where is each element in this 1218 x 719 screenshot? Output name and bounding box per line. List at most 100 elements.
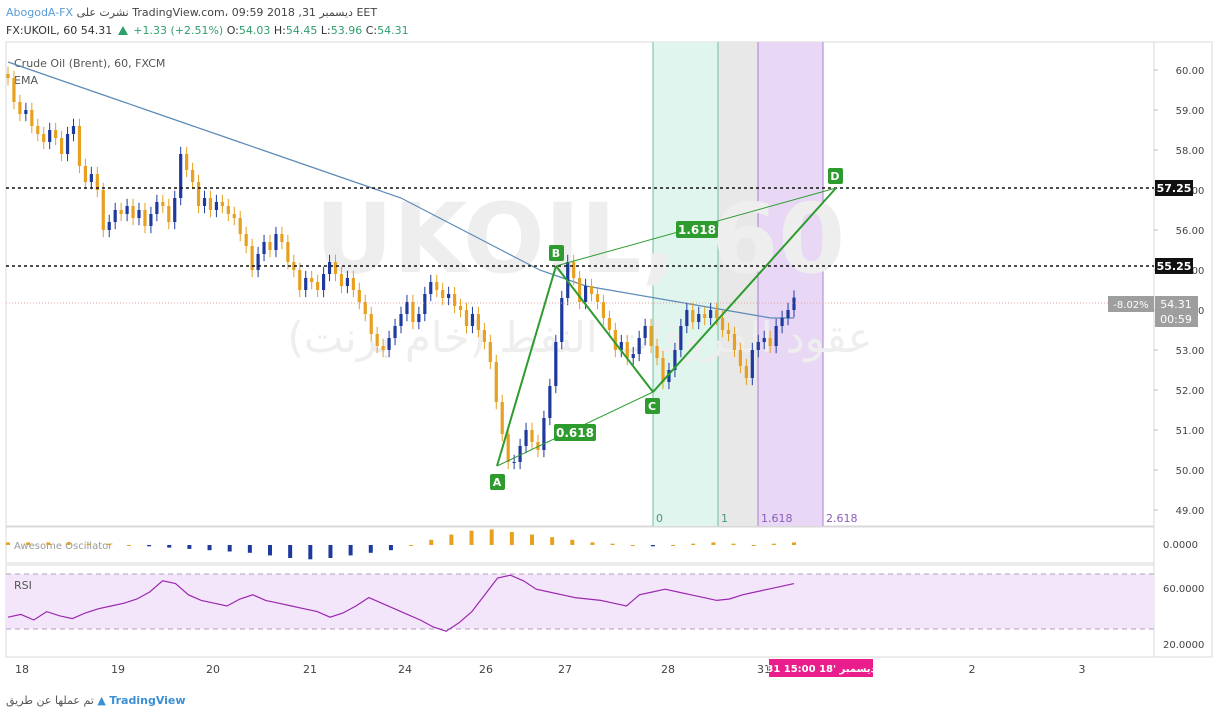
candle-body [298, 270, 302, 290]
watermark-description: عقود الفروقات النفط (خام برنت) [287, 313, 872, 362]
candle-body [345, 278, 350, 286]
ao-bar [328, 545, 333, 558]
candle-body [536, 442, 540, 450]
candle-body [631, 354, 635, 358]
candle-body [54, 130, 58, 138]
ema-layer [7, 61, 794, 319]
level-tag-5725 [1155, 180, 1193, 196]
ratio-badge-1618 [676, 221, 718, 238]
candle-body [512, 462, 516, 463]
publish-header: AbogodA-FX نشرت على TradingView.com، ديس… [6, 6, 377, 19]
candle-body [667, 370, 671, 382]
ao-bar [469, 530, 474, 545]
candle-body [137, 210, 141, 218]
point-badge-b [549, 245, 564, 261]
level-tag-5525 [1155, 258, 1193, 274]
candle-body [274, 234, 278, 250]
ao-bar [348, 545, 353, 556]
candle-body [447, 294, 451, 298]
candle-body [494, 362, 498, 402]
abcd-pattern[interactable]: 1.618 0.618 A B C D [490, 168, 843, 490]
low-label: L: [320, 24, 331, 37]
candle-body [18, 102, 22, 114]
candle-body [679, 326, 683, 350]
price-tick: 58.00 [1176, 146, 1205, 157]
high-label: H: [273, 24, 286, 37]
rsi-line [7, 574, 795, 632]
time-tick: 26 [479, 663, 493, 676]
candle-body [304, 278, 308, 290]
legend-ema: EMA [14, 74, 38, 87]
candle-body [572, 262, 576, 278]
candle-body [488, 342, 492, 362]
candle-body [732, 334, 737, 350]
ao-bar [711, 542, 716, 545]
candle-body [435, 282, 439, 290]
ao-bar [46, 542, 51, 545]
fib-label-0: 0 [656, 512, 663, 525]
price-axis[interactable] [1153, 41, 1213, 658]
pattern-leg-bc [555, 265, 654, 393]
price-tick: 53.00 [1176, 346, 1205, 357]
price-tick: 56.00 [1176, 226, 1205, 237]
pattern-leg-ab [496, 265, 557, 467]
candle-body [280, 234, 284, 242]
footer-brand[interactable]: تم عملها عن طريق ▲ TradingView [6, 694, 186, 707]
ao-bar [671, 545, 676, 546]
ohlc-header: FX:UKOIL, 60 54.31 +1.33 (+2.51%) O:54.0… [6, 24, 409, 37]
ao-bar [630, 545, 635, 546]
level-tag-5725-text: 57.25 [1157, 182, 1192, 195]
rsi-tick-60: 60.0000 [1163, 584, 1204, 595]
time-tick: 31 [757, 663, 771, 676]
candle-body [655, 346, 659, 358]
ratio-badge-0618 [554, 424, 596, 441]
author-name[interactable]: AbogodA-FX [6, 6, 74, 19]
ao-label: Awesome Oscillator [14, 541, 113, 552]
ao-pane-border [5, 526, 1155, 564]
candle-body [173, 198, 177, 222]
ao-bar [550, 537, 555, 545]
change-tag-text: -8.02% [1113, 300, 1148, 311]
ao-bar [489, 529, 494, 545]
candle-body [113, 210, 117, 222]
candle-body [286, 242, 290, 262]
rsi-tick-20: 20.0000 [1163, 640, 1204, 651]
candle-body [375, 334, 379, 346]
price-tick: 49.00 [1176, 506, 1205, 517]
candle-body [238, 218, 242, 234]
candle-body [387, 338, 391, 350]
candle-body [65, 134, 70, 154]
candle-body [452, 294, 457, 306]
current-price-text: 54.31 [1160, 298, 1192, 311]
candle-body [780, 318, 784, 326]
candle-body [149, 214, 153, 226]
candle-body [196, 182, 201, 206]
candle-body [405, 302, 409, 314]
candle-body [83, 166, 88, 182]
candle-body [601, 302, 606, 318]
candle-body [161, 202, 165, 206]
candle-body [310, 278, 314, 282]
time-tick: 19 [111, 663, 125, 676]
ao-bar [288, 545, 293, 558]
ao-bar [207, 545, 212, 551]
fib-label-1618: 1.618 [761, 512, 793, 525]
candle-body [613, 330, 617, 350]
candle-body [726, 330, 731, 334]
ao-bar [26, 542, 31, 545]
ao-bar [792, 542, 796, 545]
symbol-label: FX:UKOIL, 60 [6, 24, 78, 37]
candle-body [71, 126, 76, 134]
candle-body [208, 198, 213, 210]
candle-body [77, 126, 82, 166]
candle-body [250, 246, 254, 270]
candle-body [720, 318, 725, 330]
low-value: 53.96 [330, 24, 363, 37]
candle-body [738, 350, 743, 366]
close-value: 54.31 [377, 24, 409, 37]
time-tick: 2 [969, 663, 976, 676]
ao-bar [368, 545, 373, 553]
ao-bar [86, 543, 91, 545]
